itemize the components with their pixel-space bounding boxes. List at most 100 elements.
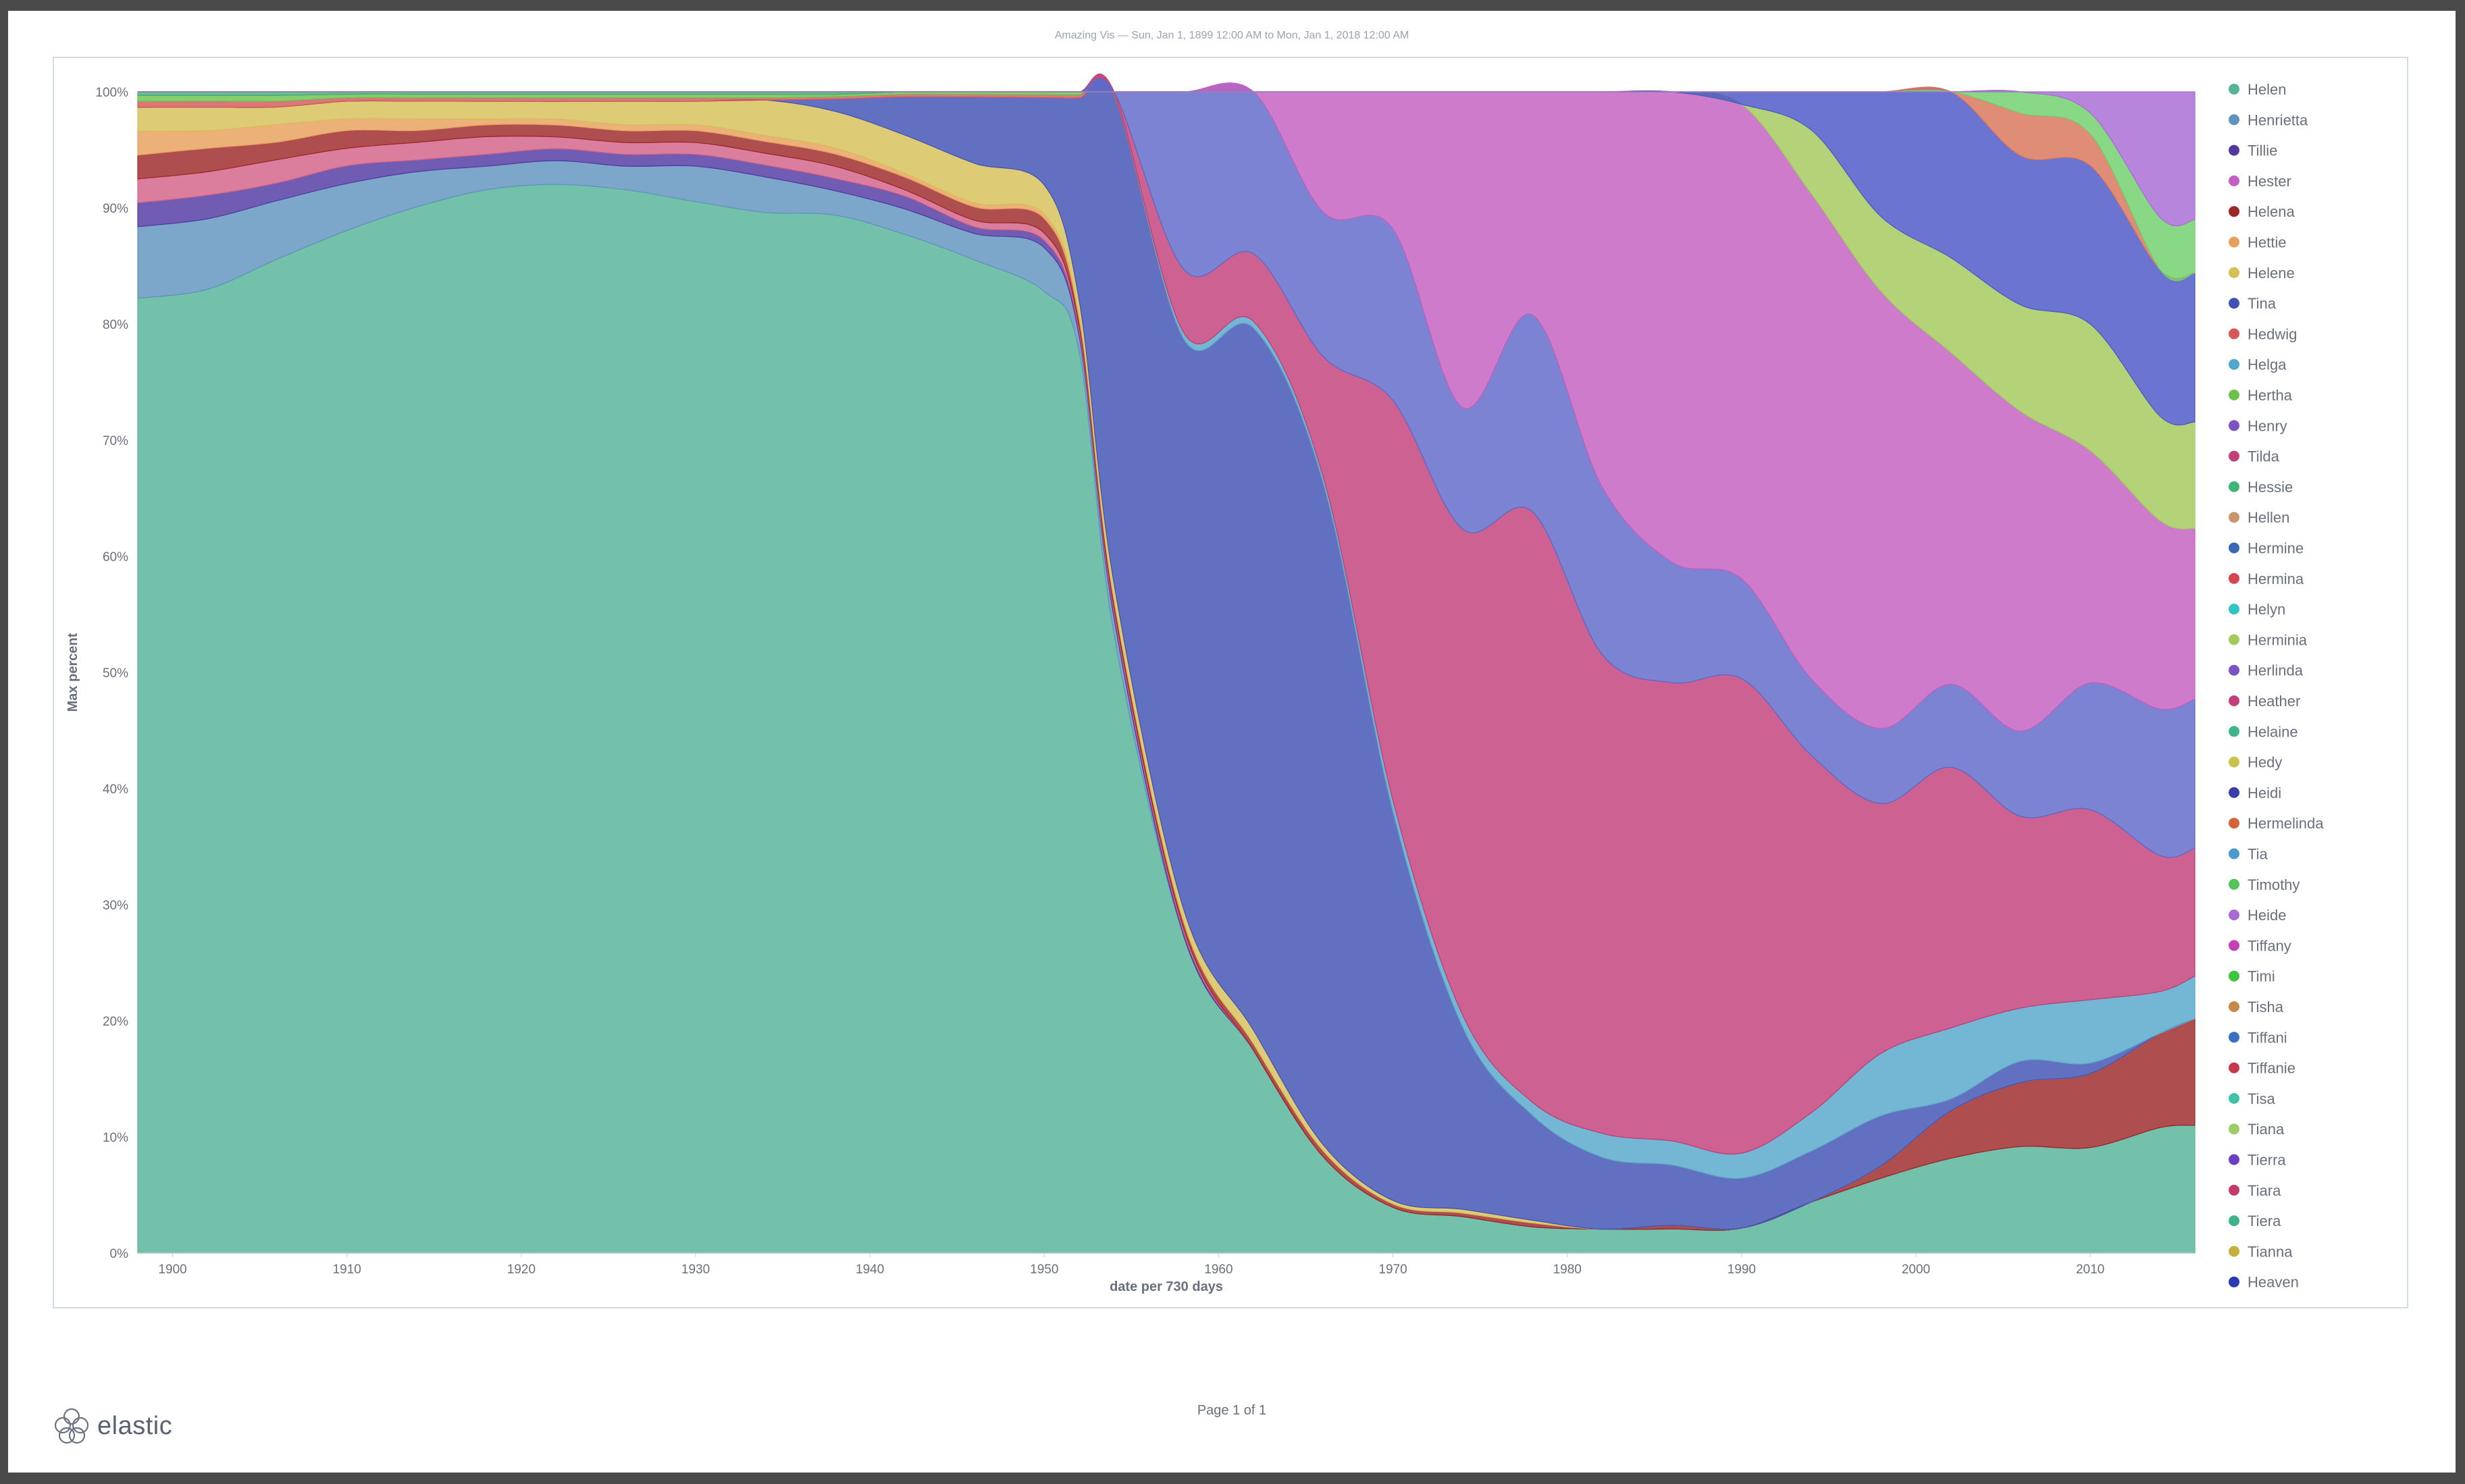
legend-item-tiffany[interactable]: Tiffany bbox=[2229, 937, 2291, 954]
legend-item-heidi[interactable]: Heidi bbox=[2229, 785, 2281, 801]
legend-item-hessie[interactable]: Hessie bbox=[2229, 479, 2293, 496]
legend-item-timi[interactable]: Timi bbox=[2229, 968, 2275, 985]
legend-item-timothy[interactable]: Timothy bbox=[2229, 876, 2300, 893]
legend-item-heather[interactable]: Heather bbox=[2229, 693, 2300, 710]
legend-item-helene[interactable]: Helene bbox=[2229, 265, 2295, 282]
legend-item-herlinda[interactable]: Herlinda bbox=[2229, 662, 2304, 679]
chart-legend: Helen Henrietta Tillie Hester Helena Hettie He… bbox=[2229, 81, 2324, 1291]
legend-item-herminia[interactable]: Herminia bbox=[2229, 631, 2308, 648]
x-tick-label: 1920 bbox=[507, 1263, 536, 1277]
legend-swatch bbox=[2229, 695, 2239, 706]
legend-item-helga[interactable]: Helga bbox=[2229, 356, 2287, 373]
legend-item-helen[interactable]: Helen bbox=[2229, 81, 2286, 98]
legend-label: Tiffany bbox=[2248, 937, 2291, 954]
legend-item-hermine[interactable]: Hermine bbox=[2229, 540, 2304, 557]
legend-item-hermina[interactable]: Hermina bbox=[2229, 571, 2304, 587]
legend-item-henry[interactable]: Henry bbox=[2229, 417, 2287, 434]
legend-swatch bbox=[2229, 726, 2239, 737]
legend-item-tisa[interactable]: Tisa bbox=[2229, 1090, 2276, 1107]
legend-item-hedwig[interactable]: Hedwig bbox=[2229, 325, 2297, 342]
legend-item-hertha[interactable]: Hertha bbox=[2229, 387, 2293, 404]
legend-swatch bbox=[2229, 267, 2239, 278]
legend-swatch bbox=[2229, 1092, 2239, 1104]
y-tick-label: 20% bbox=[103, 1015, 128, 1029]
legend-swatch bbox=[2229, 1123, 2239, 1135]
x-tick-label: 2010 bbox=[2076, 1263, 2104, 1277]
y-tick-label: 10% bbox=[103, 1131, 128, 1145]
legend-swatch bbox=[2229, 573, 2239, 584]
legend-item-tina[interactable]: Tina bbox=[2229, 295, 2277, 312]
legend-label: Helena bbox=[2248, 203, 2295, 220]
legend-label: Hessie bbox=[2248, 479, 2293, 496]
y-tick-label: 0% bbox=[110, 1247, 129, 1261]
legend-item-tiara[interactable]: Tiara bbox=[2229, 1182, 2281, 1199]
legend-label: Heaven bbox=[2248, 1274, 2299, 1291]
x-tick-label: 1970 bbox=[1378, 1263, 1407, 1277]
legend-label: Heide bbox=[2248, 907, 2286, 924]
legend-swatch bbox=[2229, 175, 2239, 186]
legend-swatch bbox=[2229, 328, 2239, 340]
legend-swatch bbox=[2229, 1276, 2239, 1288]
y-tick-labels: 0% 10% 20% 30% 40% 50% 60% 70% 80% 90% 100% bbox=[95, 86, 128, 1261]
legend-swatch bbox=[2229, 878, 2239, 890]
area-heide[interactable] bbox=[138, 90, 2196, 227]
y-tick-label: 80% bbox=[103, 318, 128, 332]
legend-item-tiera[interactable]: Tiera bbox=[2229, 1213, 2281, 1229]
legend-item-tilda[interactable]: Tilda bbox=[2229, 448, 2280, 465]
legend-label: Hellen bbox=[2248, 509, 2289, 526]
elastic-cluster-icon bbox=[54, 1408, 89, 1444]
legend-item-tisha[interactable]: Tisha bbox=[2229, 999, 2284, 1015]
legend-swatch bbox=[2229, 542, 2239, 554]
legend-swatch bbox=[2229, 450, 2239, 462]
legend-label: Henry bbox=[2248, 417, 2287, 434]
x-tick-label: 1960 bbox=[1204, 1263, 1232, 1277]
legend-item-henrietta[interactable]: Henrietta bbox=[2229, 111, 2308, 128]
legend-item-hester[interactable]: Hester bbox=[2229, 173, 2291, 190]
legend-item-heide[interactable]: Heide bbox=[2229, 907, 2286, 924]
x-tick-label: 1950 bbox=[1030, 1263, 1058, 1277]
legend-label: Hedy bbox=[2248, 754, 2282, 771]
x-tick-label: 1930 bbox=[681, 1263, 710, 1277]
x-tick-label: 1940 bbox=[856, 1263, 884, 1277]
legend-label: Tiffani bbox=[2248, 1029, 2287, 1046]
legend-item-heaven[interactable]: Heaven bbox=[2229, 1274, 2299, 1291]
legend-item-tianna[interactable]: Tianna bbox=[2229, 1243, 2293, 1260]
legend-item-tiffanie[interactable]: Tiffanie bbox=[2229, 1060, 2295, 1077]
legend-label: Hermine bbox=[2248, 540, 2304, 557]
chart-panel: 0% 10% 20% 30% 40% 50% 60% 70% 80% 90% 100% 1900 19… bbox=[53, 57, 2408, 1308]
legend-label: Herlinda bbox=[2248, 662, 2304, 679]
legend-swatch bbox=[2229, 634, 2239, 645]
x-tick-label: 1980 bbox=[1553, 1263, 1582, 1277]
logo-wordmark: elastic bbox=[97, 1411, 173, 1440]
legend-swatch bbox=[2229, 206, 2239, 217]
legend-label: Herminia bbox=[2248, 631, 2308, 648]
legend-label: Heidi bbox=[2248, 785, 2281, 801]
y-tick-label: 60% bbox=[103, 550, 128, 564]
legend-label: Tiana bbox=[2248, 1121, 2285, 1138]
legend-swatch bbox=[2229, 604, 2239, 615]
legend-item-hermelinda[interactable]: Hermelinda bbox=[2229, 815, 2324, 832]
legend-item-tillie[interactable]: Tillie bbox=[2229, 142, 2277, 159]
legend-item-helena[interactable]: Helena bbox=[2229, 203, 2295, 220]
x-axis-title: date per 730 days bbox=[1110, 1279, 1223, 1294]
legend-item-helaine[interactable]: Helaine bbox=[2229, 723, 2298, 740]
legend-item-tierra[interactable]: Tierra bbox=[2229, 1152, 2286, 1169]
legend-swatch bbox=[2229, 1215, 2239, 1227]
legend-label: Tierra bbox=[2248, 1152, 2286, 1169]
y-tick-label: 40% bbox=[103, 783, 128, 797]
area-series-group bbox=[137, 73, 2196, 1254]
legend-label: Helyn bbox=[2248, 601, 2285, 618]
legend-label: Helene bbox=[2248, 265, 2295, 282]
legend-label: Hermina bbox=[2248, 571, 2304, 587]
legend-item-hellen[interactable]: Hellen bbox=[2229, 509, 2289, 526]
legend-item-tiffani[interactable]: Tiffani bbox=[2229, 1029, 2287, 1046]
legend-item-hedy[interactable]: Hedy bbox=[2229, 754, 2282, 771]
y-tick-label: 70% bbox=[103, 434, 128, 448]
legend-swatch bbox=[2229, 818, 2239, 829]
legend-item-tiana[interactable]: Tiana bbox=[2229, 1121, 2285, 1138]
legend-swatch bbox=[2229, 909, 2239, 921]
legend-label: Tina bbox=[2248, 295, 2277, 312]
legend-item-tia[interactable]: Tia bbox=[2229, 846, 2268, 863]
legend-item-helyn[interactable]: Helyn bbox=[2229, 601, 2285, 618]
legend-item-hettie[interactable]: Hettie bbox=[2229, 234, 2286, 251]
